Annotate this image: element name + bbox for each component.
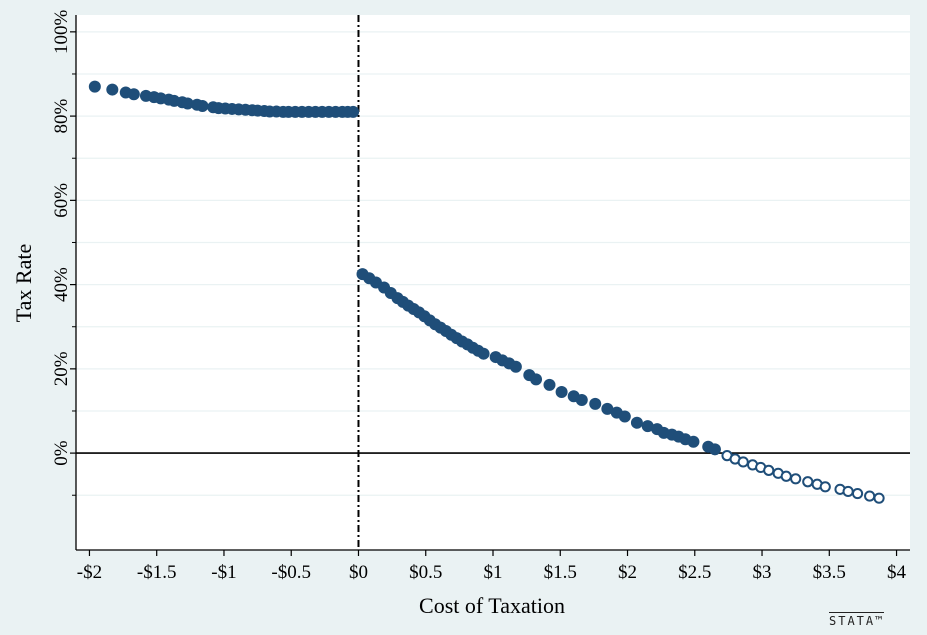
y-tick-label: 40% [51, 267, 72, 302]
data-point [181, 97, 194, 110]
x-tick-label: $3 [753, 562, 772, 583]
data-point [477, 347, 490, 360]
y-tick-label: 60% [51, 183, 72, 218]
x-tick-label: $4 [887, 562, 907, 583]
data-point [687, 435, 700, 448]
data-point [543, 378, 556, 391]
x-axis-title: Cost of Taxation [419, 593, 565, 618]
x-tick-label: $1.5 [544, 562, 577, 583]
data-point [630, 416, 643, 429]
data-point [589, 397, 602, 410]
y-axis-title: Tax Rate [11, 244, 36, 322]
data-point [737, 456, 749, 468]
x-tick-label: $0.5 [409, 562, 442, 583]
x-tick-label: $2.5 [678, 562, 711, 583]
x-tick-label: -$1.5 [137, 562, 177, 583]
x-tick-label: $1 [484, 562, 503, 583]
y-tick-label: 80% [51, 99, 72, 134]
x-tick-label: $3.5 [813, 562, 846, 583]
plot-area [76, 15, 910, 550]
x-tick-label: $2 [618, 562, 637, 583]
data-point [601, 402, 614, 415]
data-point [864, 490, 876, 502]
y-tick-label: 0% [51, 440, 72, 466]
tick-labels: 0% 20% 40% 60% 80% 100% -$2 -$1.5 -$1 -$0.5 $0 $0.5… [51, 10, 907, 583]
data-point [555, 386, 568, 399]
x-tick-label: $0 [349, 562, 368, 583]
data-point [708, 443, 721, 456]
data-point [530, 373, 543, 386]
data-point [196, 99, 209, 112]
x-tick-label: -$2 [77, 562, 102, 583]
stata-watermark: STATA™ [829, 612, 885, 628]
data-point [763, 464, 775, 476]
x-tick-label: -$1 [211, 562, 236, 583]
data-point [842, 485, 854, 498]
data-point [509, 360, 522, 373]
reference-lines [76, 15, 910, 550]
data-point [88, 80, 101, 93]
data-point [641, 420, 654, 433]
data-point [127, 88, 140, 101]
grid-lines [76, 31, 910, 496]
data-point [819, 481, 831, 493]
data-point [851, 487, 864, 500]
y-tick-label: 20% [51, 351, 72, 386]
data-point [802, 476, 814, 488]
data-point [106, 83, 119, 96]
x-tick-label: -$0.5 [271, 562, 311, 583]
data-point [575, 394, 588, 407]
axes [70, 15, 910, 556]
data-markers [88, 80, 885, 504]
data-point [780, 470, 792, 482]
data-point [790, 473, 802, 485]
y-tick-label: 100% [51, 10, 72, 55]
data-point [873, 492, 885, 504]
data-point [618, 410, 631, 423]
data-point [347, 105, 360, 118]
